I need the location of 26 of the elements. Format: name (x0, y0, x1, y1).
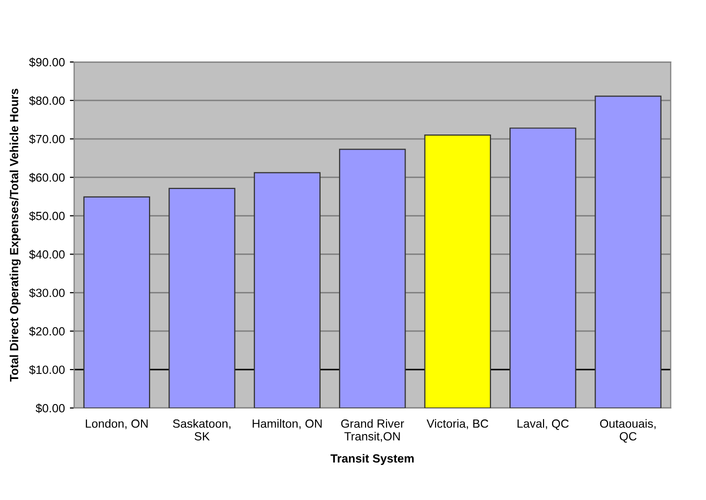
bar (594, 96, 662, 408)
y-tick-label: $30.00 (29, 288, 65, 298)
bar (509, 128, 576, 408)
y-axis-title: Total Direct Operating Expenses/Total Vehicle Hours (10, 88, 21, 382)
x-tick-label: Saskatoon, SK (172, 419, 230, 440)
bar (83, 196, 150, 408)
bar (424, 134, 492, 408)
y-tick-label: $10.00 (29, 365, 65, 375)
x-tick-label: Victoria, BC (426, 419, 488, 430)
x-axis-title: Transit System (330, 454, 414, 465)
x-tick-label: Laval, QC (518, 419, 569, 430)
y-tick-label: $70.00 (29, 134, 65, 144)
y-tick-label: $40.00 (29, 250, 65, 260)
x-tick-label: Grand River Transit,ON (341, 419, 404, 442)
bar (254, 172, 321, 408)
y-tick-label: $90.00 (29, 58, 65, 68)
x-tick-label: Outaouais, QC (600, 419, 656, 443)
y-tick-label: $0.00 (36, 404, 65, 414)
y-tick-label: $80.00 (29, 96, 65, 106)
y-tick-label: $50.00 (29, 211, 65, 221)
bar (168, 188, 236, 408)
bar (339, 148, 406, 408)
y-tick-label: $60.00 (29, 172, 65, 182)
x-tick-label: Hamilton, ON (252, 419, 322, 430)
x-tick-label: London, ON (86, 419, 148, 430)
y-tick-label: $20.00 (29, 326, 65, 336)
